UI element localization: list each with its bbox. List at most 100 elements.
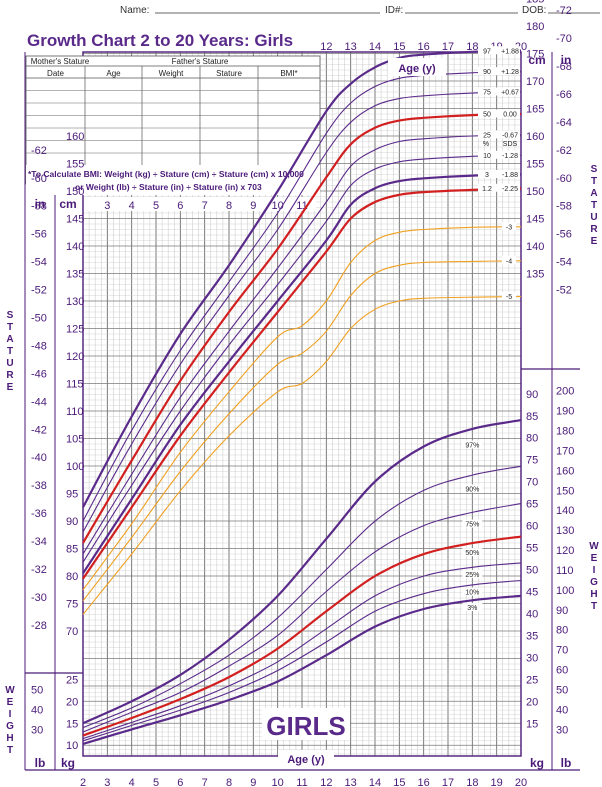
stature-curve--4 <box>82 260 522 602</box>
weight-kg-tick-left-15: 15 <box>66 718 78 730</box>
weight-curve-25 <box>82 562 522 740</box>
stature-vertical-letter: R <box>6 370 14 381</box>
age-tick-bottom-18: 18 <box>466 777 478 787</box>
stature-pct-label-10: 10 <box>483 153 491 160</box>
stature-in-tick-left-62: -62 <box>31 145 47 157</box>
weight-kg-label-left: kg <box>61 756 75 770</box>
stature-cm-tick-left-110: 110 <box>66 406 84 418</box>
weight-curve-97 <box>82 419 522 725</box>
stature-cm-tick-left-145: 145 <box>66 214 84 226</box>
stature-in-tick-right-56: -56 <box>556 229 572 241</box>
stature-curve-25 <box>82 134 522 555</box>
stature-cm-label-left: cm <box>59 197 76 211</box>
stature-in-tick-left-56: -56 <box>31 229 47 241</box>
weight-vertical-letter: H <box>6 733 13 744</box>
stature-vertical-letter-right: A <box>590 188 597 199</box>
weight-lb-tick-right-50: 50 <box>556 685 568 697</box>
stature-pct-label-50: 50 <box>483 112 491 119</box>
weight-vertical-letter: E <box>7 697 14 708</box>
weight-pct-label-90: 90% <box>465 486 479 493</box>
stature-cm-tick-left-70: 70 <box>66 626 78 638</box>
stature-curve-10 <box>82 154 522 563</box>
weight-lb-tick-right-100: 100 <box>556 585 574 597</box>
stature-in-tick-right-66: -66 <box>556 89 572 101</box>
stature-vertical-letter-right: S <box>591 164 598 175</box>
weight-curve-90 <box>82 465 522 729</box>
stature-cm-tick-left-120: 120 <box>66 351 84 363</box>
weight-kg-tick-right-65: 65 <box>526 499 538 511</box>
weight-lb-tick-right-60: 60 <box>556 665 568 677</box>
weight-lb-tick-right-110: 110 <box>556 565 574 577</box>
weight-kg-tick-right-15: 15 <box>526 718 538 730</box>
age-tick-bottom-13: 13 <box>345 777 357 787</box>
age-tick-bottom-6: 6 <box>177 777 183 787</box>
age-tick-top-18: 18 <box>466 41 478 53</box>
father-stature-label: Father's Stature <box>172 57 229 66</box>
weight-vertical-letter-right: G <box>590 577 598 588</box>
stature-cm-tick-right-140: 140 <box>526 241 544 253</box>
age-label-bottom: Age (y) <box>287 754 325 766</box>
stature-cm-tick-right-135: 135 <box>526 269 544 281</box>
weight-lb-tick-right-170: 170 <box>556 445 574 457</box>
age-tick-inner-8: 8 <box>226 200 232 212</box>
weight-pct-label-97: 97% <box>465 443 479 450</box>
age-tick-top-13: 13 <box>345 41 357 53</box>
table-column-bmi: BMI* <box>280 69 297 78</box>
measurement-table: Mother's Stature Father's Stature Date Age W… <box>25 55 321 185</box>
stature-in-tick-left-60: -60 <box>31 173 47 185</box>
stature-sds-label-1.2: -2.25 <box>502 186 518 193</box>
stature-cm-tick-right-165: 165 <box>526 104 544 116</box>
age-tick-top-16: 16 <box>418 41 430 53</box>
stature-vertical-letter: T <box>7 322 13 333</box>
stature-pct-header: % <box>483 141 489 148</box>
age-tick-bottom-19: 19 <box>491 777 503 787</box>
weight-vertical-letter-right: T <box>591 601 597 612</box>
stature-pct-label-3: 3 <box>485 172 489 179</box>
age-tick-bottom-14: 14 <box>369 777 381 787</box>
stature-cm-tick-left-90: 90 <box>66 516 78 528</box>
weight-pct-label-10: 10% <box>465 590 479 597</box>
weight-vertical-letter: I <box>9 709 12 720</box>
weight-pct-label-75: 75% <box>465 522 479 529</box>
stature-in-tick-right-70: -70 <box>556 33 572 45</box>
stature-in-label-left: in <box>35 197 46 211</box>
stature-in-tick-left-42: -42 <box>31 424 47 436</box>
age-tick-inner-5: 5 <box>153 200 159 212</box>
weight-kg-tick-right-75: 75 <box>526 455 538 467</box>
weight-kg-tick-right-20: 20 <box>526 696 538 708</box>
weight-lb-tick-left-40: 40 <box>31 704 43 716</box>
stature-cm-tick-left-155: 155 <box>66 159 84 171</box>
age-tick-bottom-8: 8 <box>226 777 232 787</box>
stature-cm-tick-left-85: 85 <box>66 544 78 556</box>
stature-cm-tick-right-180: 180 <box>526 21 544 33</box>
stature-pct-label-25: 25 <box>483 132 491 139</box>
weight-vertical-letter: T <box>7 745 13 756</box>
stature-pct-label-90: 90 <box>483 69 491 76</box>
stature-cm-tick-right-160: 160 <box>526 131 544 143</box>
stature-curve-75 <box>82 91 522 533</box>
weight-vertical-letter-right: H <box>590 589 597 600</box>
weight-lb-tick-right-80: 80 <box>556 625 568 637</box>
stature-in-tick-right-64: -64 <box>556 117 572 129</box>
weight-lb-tick-right-180: 180 <box>556 425 574 437</box>
age-label-top: Age (y) <box>398 63 436 75</box>
weight-kg-tick-right-35: 35 <box>526 630 538 642</box>
stature-sds-label-50: 0.00 <box>503 112 517 119</box>
weight-kg-tick-right-80: 80 <box>526 433 538 445</box>
stature-vertical-letter-right: T <box>591 176 597 187</box>
age-tick-bottom-9: 9 <box>250 777 256 787</box>
stature-in-tick-right-62: -62 <box>556 145 572 157</box>
stature-vertical-letter: E <box>7 382 14 393</box>
weight-kg-tick-right-90: 90 <box>526 389 538 401</box>
weight-lb-tick-right-30: 30 <box>556 724 568 736</box>
stature-pct-label--5: -5 <box>506 294 512 301</box>
weight-vertical-letter: W <box>5 685 15 696</box>
girls-badge: GIRLS <box>266 711 345 741</box>
weight-kg-tick-right-25: 25 <box>526 674 538 686</box>
age-tick-bottom-4: 4 <box>129 777 135 787</box>
stature-vertical-letter: T <box>7 346 13 357</box>
stature-in-label-right: in <box>561 53 572 67</box>
stature-curve--3 <box>82 226 522 591</box>
age-tick-inner-11: 11 <box>296 200 307 212</box>
